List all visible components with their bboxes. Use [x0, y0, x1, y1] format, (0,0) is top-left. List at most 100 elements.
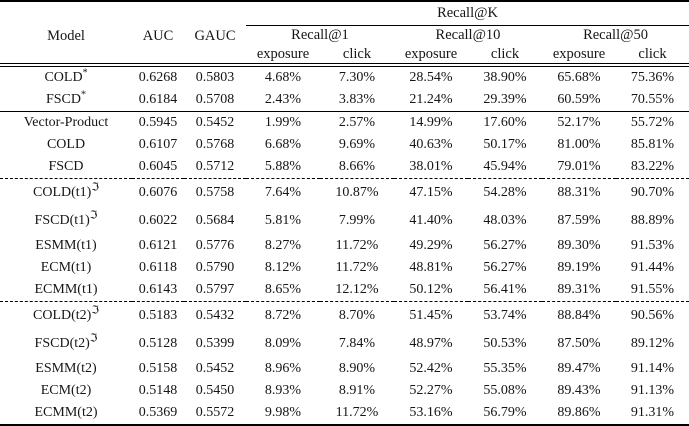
table-row: ECMM(t2) 0.5369 0.5572 9.98% 11.72% 53.1… — [0, 402, 689, 425]
table-group-0: COLD* 0.6268 0.5803 4.68% 7.30% 28.54% 3… — [0, 65, 689, 112]
recall1-exposure-value: 1.99% — [246, 111, 320, 134]
recall1-click-value: 7.84% — [338, 336, 376, 351]
recall1-exposure-value: 6.68% — [264, 137, 302, 152]
header-recall10-click: click — [490, 45, 520, 62]
recall1-click-value: 9.69% — [338, 137, 376, 152]
recall50-click-value: 91.44% — [630, 260, 675, 275]
recall10-click-value: 56.27% — [483, 260, 527, 275]
recall50-exposure-value: 89.31% — [557, 282, 601, 297]
recall10-exposure-value: 47.15% — [394, 178, 468, 207]
table-row: ECM(t2) 0.5148 0.5450 8.93% 8.91% 52.27%… — [0, 380, 689, 402]
recall50-click-value: 85.81% — [630, 137, 675, 152]
recall1-exposure-value: 4.68% — [264, 70, 302, 85]
header-recall-10: Recall@10 — [435, 27, 501, 43]
gauc-value: 0.5432 — [184, 301, 246, 330]
table-group-1: Vector-Product 0.5945 0.5452 1.99% 2.57%… — [0, 111, 689, 179]
model-cell: COLD(t1)ℑ — [0, 178, 132, 207]
recall1-click-value: 3.83% — [338, 92, 376, 107]
model-cell: ECMM(t1) — [0, 279, 132, 302]
header-recall50-click: click — [638, 45, 667, 62]
model-name: ECM(t1) — [40, 260, 92, 275]
auc-value: 0.6045 — [138, 159, 178, 174]
recall50-exposure-value: 89.30% — [557, 238, 601, 253]
recall1-click-value: 8.70% — [320, 301, 394, 330]
header-row-top: Model AUC GAUC Recall@K — [0, 1, 689, 44]
auc-value: 0.5158 — [138, 361, 178, 376]
auc-value: 0.5369 — [138, 405, 178, 420]
model-name: Vector-Product — [23, 115, 109, 130]
recall50-exposure-value: 87.59% — [557, 213, 601, 228]
table-group-2: COLD(t1)ℑ 0.6076 0.5758 7.64% 10.87% 47.… — [0, 178, 689, 302]
gauc-value: 0.5452 — [195, 361, 235, 376]
recall10-click-value: 17.60% — [468, 111, 542, 134]
auc-value: 0.6118 — [139, 260, 177, 275]
model-name: COLD — [44, 70, 83, 85]
model-cell: FSCD(t2)ℑ — [0, 330, 132, 358]
recall50-click-value: 89.12% — [630, 336, 675, 351]
gauc-value: 0.5399 — [195, 336, 235, 351]
recall50-click-value: 91.55% — [630, 282, 675, 297]
auc-value: 0.6107 — [138, 137, 178, 152]
header-recall10-exposure: exposure — [404, 45, 458, 62]
recall10-exposure-value: 40.63% — [409, 137, 453, 152]
recall1-exposure-value: 5.81% — [264, 213, 302, 228]
recall10-exposure-value: 38.01% — [409, 159, 453, 174]
gauc-value: 0.5712 — [195, 159, 235, 174]
model-cell: FSCD(t1)ℑ — [0, 207, 132, 235]
recall10-exposure-value: 49.29% — [409, 238, 453, 253]
recall10-click-value: 53.74% — [468, 301, 542, 330]
model-superscript-icon: * — [82, 67, 88, 79]
recall10-click-value: 56.27% — [483, 238, 527, 253]
model-cell: FSCD — [0, 156, 132, 179]
table-row: COLD(t2)ℑ 0.5183 0.5432 8.72% 8.70% 51.4… — [0, 301, 689, 330]
recall1-exposure-value: 8.96% — [264, 361, 302, 376]
recall10-click-value: 56.79% — [483, 405, 527, 420]
model-name: ECM(t2) — [40, 383, 92, 398]
recall50-exposure-value: 87.50% — [557, 336, 601, 351]
recall50-exposure-value: 60.59% — [557, 92, 601, 107]
gauc-value: 0.5797 — [195, 282, 235, 297]
recall1-click-value: 12.12% — [335, 282, 379, 297]
table-row: ESMM(t1) 0.6121 0.5776 8.27% 11.72% 49.2… — [0, 235, 689, 257]
model-name: FSCD — [45, 92, 82, 107]
recall10-exposure-value: 51.45% — [394, 301, 468, 330]
model-cell: ESMM(t2) — [0, 358, 132, 380]
recall1-click-value: 8.91% — [338, 383, 376, 398]
model-superscript-icon: ℑ — [89, 209, 98, 222]
recall1-exposure-value: 8.09% — [264, 336, 302, 351]
recall50-click-value: 91.14% — [630, 361, 675, 376]
recall50-click-value: 91.31% — [630, 405, 675, 420]
table-row: COLD(t1)ℑ 0.6076 0.5758 7.64% 10.87% 47.… — [0, 178, 689, 207]
auc-value: 0.6143 — [138, 282, 178, 297]
recall10-exposure-value: 50.12% — [409, 282, 453, 297]
recall10-exposure-value: 14.99% — [394, 111, 468, 134]
recall50-click-value: 83.22% — [630, 159, 675, 174]
gauc-value: 0.5452 — [184, 111, 246, 134]
model-name: COLD(t1) — [33, 185, 92, 200]
model-cell: FSCD* — [0, 89, 132, 112]
gauc-value: 0.5572 — [195, 405, 235, 420]
gauc-value: 0.5708 — [195, 92, 235, 107]
header-gauc: GAUC — [194, 28, 236, 44]
recall50-exposure-value: 89.86% — [557, 405, 601, 420]
recall1-click-value: 11.72% — [335, 260, 379, 275]
model-superscript-icon: ℑ — [89, 332, 98, 345]
auc-value: 0.5128 — [138, 336, 178, 351]
model-cell: ECM(t1) — [0, 257, 132, 279]
table-group-3: COLD(t2)ℑ 0.5183 0.5432 8.72% 8.70% 51.4… — [0, 301, 689, 426]
header-auc: AUC — [142, 28, 174, 44]
model-superscript-icon: * — [81, 89, 87, 101]
table-row: FSCD* 0.6184 0.5708 2.43% 3.83% 21.24% 2… — [0, 89, 689, 112]
recall10-exposure-value: 41.40% — [409, 213, 453, 228]
header-recall-k: Recall@K — [246, 1, 689, 26]
model-name: ECMM(t2) — [34, 405, 98, 420]
recall10-click-value: 55.35% — [483, 361, 527, 376]
recall50-click-value: 91.53% — [630, 238, 675, 253]
recall1-exposure-value: 8.65% — [264, 282, 302, 297]
recall1-click-value: 7.30% — [338, 70, 376, 85]
recall1-click-value: 11.72% — [335, 405, 379, 420]
recall50-exposure-value: 89.47% — [557, 361, 601, 376]
recall50-exposure-value: 81.00% — [557, 137, 601, 152]
recall10-click-value: 54.28% — [468, 178, 542, 207]
